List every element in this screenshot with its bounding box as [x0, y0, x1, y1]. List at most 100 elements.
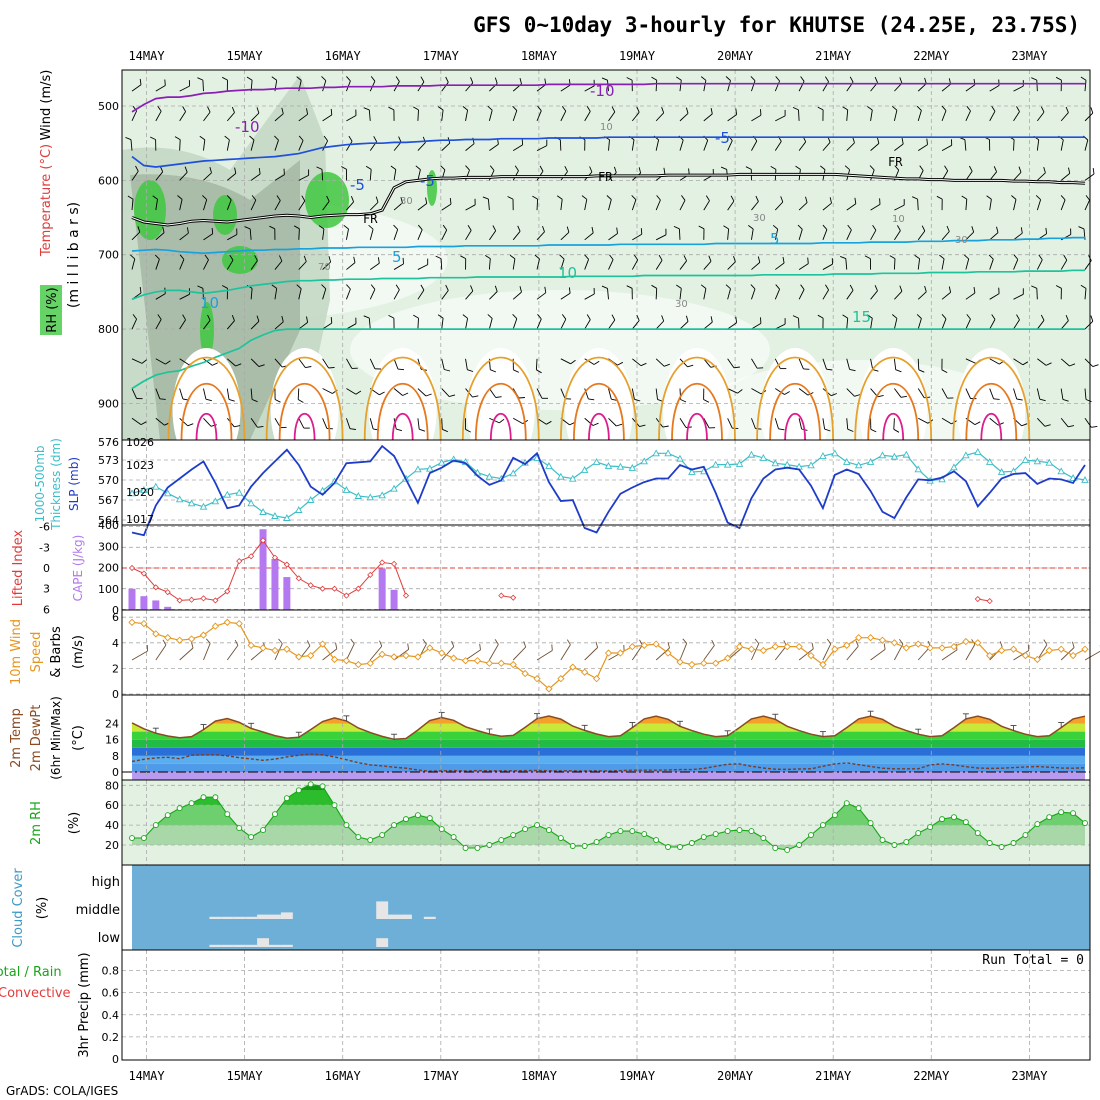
wind-barb-flag — [676, 76, 682, 81]
wind-barb-flag — [297, 399, 304, 403]
wind-barb — [846, 645, 859, 661]
wind-speed-point — [342, 657, 351, 665]
thickness-point — [354, 492, 363, 499]
wind-barb-flag — [725, 284, 731, 290]
wind-speed-point — [187, 635, 196, 643]
wind-barb — [774, 229, 779, 240]
wind-barb — [893, 418, 895, 430]
wind-barb-flag — [152, 195, 158, 200]
wind-barb — [346, 262, 356, 270]
wind-barb — [1060, 112, 1069, 122]
wind-barb-flag — [784, 391, 790, 395]
day-label-bottom: 17MAY — [423, 1069, 460, 1083]
wind-barb — [822, 229, 828, 240]
rh-dry-cell — [172, 348, 241, 472]
cape-bar — [128, 588, 136, 610]
wind-barb-flag — [451, 640, 455, 647]
wind-barb — [393, 358, 399, 370]
wind-barb-flag — [368, 224, 374, 230]
wind-barb-flag — [1045, 227, 1048, 234]
wind-barb-flag — [1068, 167, 1071, 174]
wind-barb-flag — [419, 428, 426, 432]
wind-barb-flag — [561, 314, 567, 320]
wind-barb — [584, 647, 598, 661]
wind-barb — [703, 113, 713, 122]
rh2m-point — [462, 845, 469, 851]
rh2m-point — [772, 845, 779, 851]
wind-barb — [893, 110, 898, 121]
lifted-index-point — [283, 561, 290, 568]
wind-barb-flag — [1085, 195, 1090, 201]
temperature-contour-label: -5 — [420, 172, 435, 190]
wind-barb — [155, 232, 165, 241]
temperature-axis-label: Temperature (°C) — [39, 144, 54, 257]
wind-barb-flag — [258, 168, 261, 175]
slp-tick-label: 1020 — [126, 486, 154, 499]
wind-barb-flag — [999, 641, 1003, 648]
rh2m-point — [688, 840, 695, 846]
wind-barb — [130, 139, 133, 151]
wind-barb — [179, 293, 190, 300]
rh2m-point — [498, 837, 505, 843]
wind-barb — [465, 143, 475, 151]
lifted-index-point — [295, 575, 302, 582]
wind-speed-point — [831, 645, 839, 653]
wind-barb-flag — [229, 254, 234, 261]
wind-barb — [321, 169, 324, 181]
wind-barb — [346, 140, 353, 151]
cloud-bar — [209, 916, 222, 919]
wind-speed-point — [807, 651, 815, 660]
rh2m-point — [391, 822, 398, 829]
wind-barb-flag — [595, 641, 599, 648]
wind-barb — [1084, 139, 1089, 151]
slp-line — [131, 444, 1086, 537]
wind-barb-flag — [363, 315, 370, 319]
rh2m-point — [1046, 814, 1053, 821]
wind-barb-flag — [256, 315, 260, 322]
wind-barb — [655, 320, 665, 330]
wind-barb-flag — [1020, 227, 1023, 234]
wind-barb — [560, 318, 567, 330]
temp-tick-label: 16 — [105, 734, 119, 747]
wind-barb — [655, 199, 661, 211]
temperature-contour — [131, 236, 1085, 255]
wind-barb — [679, 321, 689, 330]
temperature-contour — [131, 136, 1085, 168]
lifted-tick-label: -3 — [39, 541, 50, 554]
wind-barb — [250, 388, 253, 400]
wind-barb-flag — [162, 639, 167, 646]
rh2m-point — [998, 844, 1005, 850]
thickness-point — [688, 468, 696, 475]
wind-barb-flag — [316, 166, 323, 170]
wind-barb — [679, 643, 688, 661]
lifted-index-point — [271, 554, 279, 561]
cloud-bar — [245, 916, 258, 919]
wind-speed-point — [247, 641, 255, 649]
wind-barb-flag — [537, 314, 542, 320]
rh-contour-label: 10 — [892, 214, 905, 225]
temperature-contour-label: -10 — [235, 118, 260, 136]
wind-barb-flag — [826, 638, 832, 645]
wind-barb-flag — [676, 284, 682, 289]
wind-barb-flag — [586, 106, 591, 112]
wind-barb — [917, 358, 920, 370]
wind-barb-flag — [249, 135, 255, 141]
wind-barb — [965, 258, 970, 270]
wind-barb-flag — [700, 284, 707, 289]
thickness-point — [223, 490, 232, 498]
wind-barb-flag — [613, 166, 617, 173]
wind-barb-flag — [688, 168, 690, 175]
wind-barb — [798, 109, 800, 121]
wind-barb — [203, 320, 211, 330]
wind-barb-flag — [1043, 166, 1046, 173]
wind-barb-flag — [251, 399, 258, 403]
wind-barb — [941, 231, 950, 241]
wind-barb-flag — [207, 314, 211, 321]
wind-barb-flag — [330, 108, 333, 115]
wind-barb — [822, 142, 831, 151]
wind-barb-flag — [566, 226, 570, 233]
temp-tick-label: 0 — [112, 766, 119, 779]
wind-barb — [703, 288, 707, 300]
wind-barb — [822, 202, 832, 211]
wind-barb-flag — [318, 225, 325, 230]
